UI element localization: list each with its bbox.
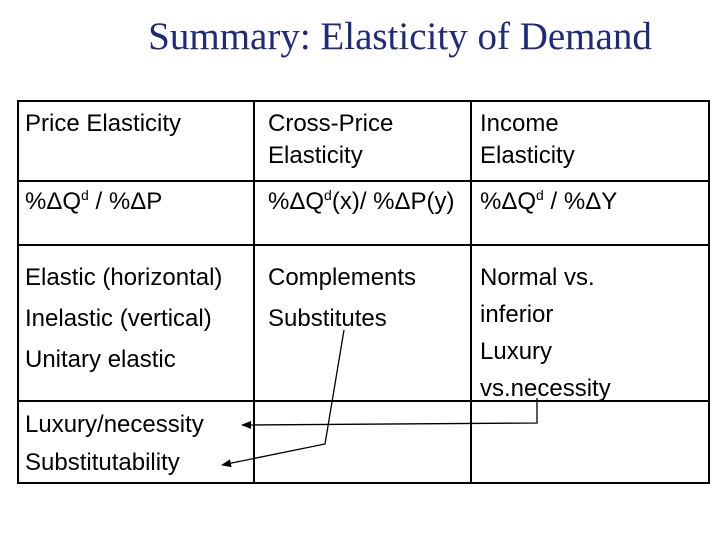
income-type-item: Normal vs. xyxy=(480,264,595,291)
cross-type-item: Complements xyxy=(268,264,417,291)
column-divider xyxy=(470,100,472,484)
header-cross-line2: Elasticity xyxy=(268,142,363,169)
cross-type-item: Substitutes xyxy=(268,305,387,332)
income-type-item: inferior xyxy=(480,301,554,328)
formula-cross-b: (x)/ %ΔP(y) xyxy=(331,188,455,215)
table-border xyxy=(17,100,710,484)
formula-price-sup: d xyxy=(81,187,89,203)
header-cross-line1: Cross-Price xyxy=(268,110,394,137)
formula-income-b: / %ΔY xyxy=(543,188,618,215)
summary-table: Price Elasticity Cross-Price Elasticity … xyxy=(17,100,710,484)
header-cross-price-elasticity: Cross-Price Elasticity xyxy=(268,108,393,172)
formula-price-a: %ΔQ xyxy=(25,188,82,215)
cross-types: Complements Substitutes xyxy=(268,257,416,339)
determinant-item: Luxury/necessity xyxy=(25,411,204,438)
header-income-elasticity: Income Elasticity xyxy=(480,108,575,172)
income-type-item: Luxury xyxy=(480,338,553,365)
column-divider xyxy=(253,100,255,484)
price-types: Elastic (horizontal) Inelastic (vertical… xyxy=(25,257,222,380)
formula-price-b: / %ΔP xyxy=(88,188,163,215)
row-divider xyxy=(17,244,710,246)
header-income-line1: Income xyxy=(480,110,559,137)
header-price-elasticity: Price Elasticity xyxy=(25,110,182,137)
price-type-item: Unitary elastic xyxy=(25,346,176,373)
formula-cross-a: %ΔQ xyxy=(268,188,325,215)
income-types: Normal vs. inferior Luxury vs.necessity xyxy=(480,259,611,407)
price-type-item: Inelastic (vertical) xyxy=(25,305,212,332)
formula-income-sup: d xyxy=(536,187,544,203)
formula-income-a: %ΔQ xyxy=(480,188,537,215)
header-income-line2: Elasticity xyxy=(480,142,575,169)
determinant-item: Substitutability xyxy=(25,449,180,476)
slide-title: Summary: Elasticity of Demand xyxy=(148,15,652,58)
income-type-item: vs.necessity xyxy=(480,375,611,402)
price-determinants: Luxury/necessity Substitutability xyxy=(25,406,204,482)
formula-price: %ΔQd / %ΔP xyxy=(25,186,162,218)
formula-income: %ΔQd / %ΔY xyxy=(480,186,617,218)
row-divider xyxy=(17,180,710,182)
formula-cross-sup: d xyxy=(324,187,332,203)
formula-cross: %ΔQd(x)/ %ΔP(y) xyxy=(268,186,455,218)
price-type-item: Elastic (horizontal) xyxy=(25,264,223,291)
